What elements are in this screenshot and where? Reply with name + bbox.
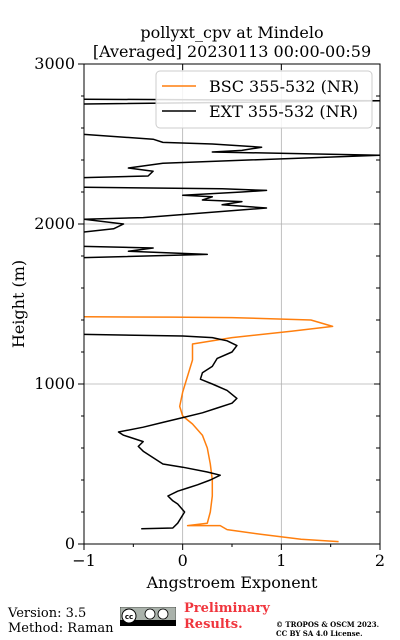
version-text: Version: 3.5 [8, 606, 87, 621]
series-line-ext [84, 245, 209, 259]
svg-text:cc: cc [125, 613, 133, 621]
cc-license-logo: cc [120, 607, 176, 626]
y-tick-label: 0 [65, 534, 75, 553]
chart-svg: pollyxt_cpv at Mindelo [Averaged] 202301… [9, 23, 385, 592]
x-tick-label: −1 [72, 551, 96, 570]
y-axis-label: Height (m) [9, 260, 28, 348]
plot-lines [84, 98, 380, 543]
plot-frame [83, 63, 381, 545]
x-tick-label: 2 [375, 551, 385, 570]
method-text: Method: Raman [8, 621, 114, 636]
legend-label-bsc: BSC 355-532 (NR) [209, 77, 359, 96]
legend-box [155, 70, 373, 129]
x-tick-label: 0 [178, 551, 188, 570]
series-line-bsc [84, 316, 339, 543]
chart-title-line2: [Averaged] 20230113 00:00-00:59 [93, 42, 371, 61]
legend-label-ext: EXT 355-532 (NR) [209, 102, 358, 121]
preliminary-line2: Results. [184, 617, 243, 632]
series-line-ext [84, 333, 238, 530]
y-tick-label: 1000 [34, 374, 75, 393]
grid [83, 63, 381, 545]
series-line-ext [84, 133, 380, 179]
preliminary-line1: Preliminary [184, 601, 270, 616]
series-line-ext [84, 186, 268, 233]
copyright-notice: © TROPOS & OSCM 2023. CC BY SA 4.0 Licen… [276, 620, 379, 638]
x-tick-label: 1 [276, 551, 286, 570]
copyright-line1: © TROPOS & OSCM 2023. [276, 620, 380, 629]
y-tick-label: 2000 [34, 214, 75, 233]
legend: BSC 355-532 (NR) EXT 355-532 (NR) [155, 70, 373, 129]
x-axis-label: Angstroem Exponent [146, 573, 318, 592]
chart-title-line1: pollyxt_cpv at Mindelo [140, 23, 323, 42]
preliminary-notice: Preliminary Results. [184, 601, 270, 633]
series-line-bsc-upper [379, 100, 380, 102]
copyright-line2: CC BY SA 4.0 License. [276, 629, 363, 638]
y-tick-label: 3000 [34, 54, 75, 73]
